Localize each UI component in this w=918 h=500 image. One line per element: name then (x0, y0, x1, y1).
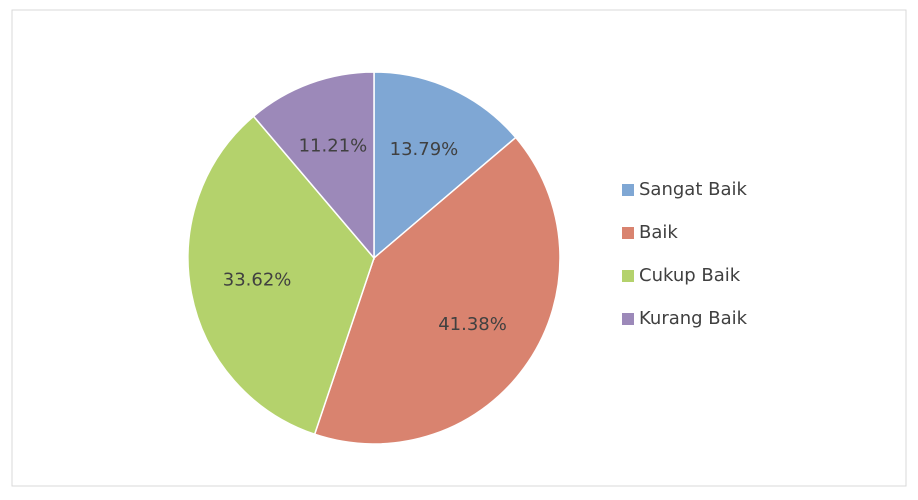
legend-label: Cukup Baik (639, 265, 741, 286)
legend-swatch (622, 313, 634, 325)
legend-label: Sangat Baik (639, 179, 747, 200)
legend-swatch (622, 227, 634, 239)
data-label: 13.79% (390, 139, 459, 160)
legend-label: Baik (639, 222, 678, 243)
legend-swatch (622, 270, 634, 282)
chart: 13.79% 41.38% 33.62% 11.21% Sangat Baik Baik… (0, 0, 918, 496)
data-label: 41.38% (438, 314, 507, 335)
page: {"chart_data": {"type": "pie", "categori… (0, 0, 918, 500)
legend-label: Kurang Baik (639, 308, 748, 329)
data-label: 33.62% (223, 269, 292, 290)
pie (188, 72, 560, 444)
data-label: 11.21% (299, 135, 368, 156)
legend-swatch (622, 184, 634, 196)
